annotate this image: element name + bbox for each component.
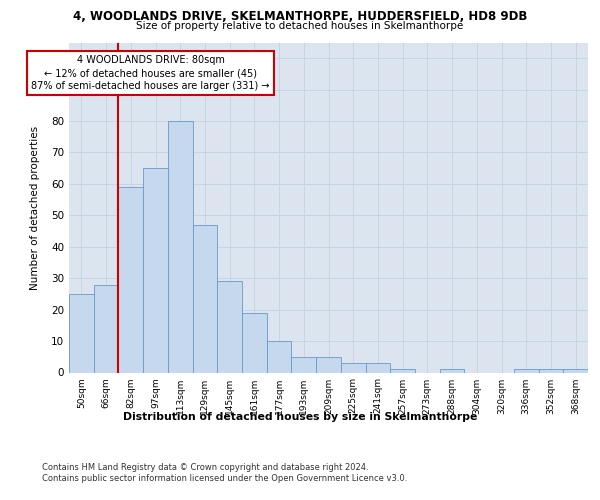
Bar <box>365 363 390 372</box>
Bar <box>563 370 588 372</box>
Bar <box>217 282 242 372</box>
Bar <box>143 168 168 372</box>
Bar <box>193 225 217 372</box>
Bar <box>118 187 143 372</box>
Text: Distribution of detached houses by size in Skelmanthorpe: Distribution of detached houses by size … <box>123 412 477 422</box>
Bar <box>94 284 118 372</box>
Y-axis label: Number of detached properties: Number of detached properties <box>31 126 40 290</box>
Bar <box>440 370 464 372</box>
Text: 4 WOODLANDS DRIVE: 80sqm
← 12% of detached houses are smaller (45)
87% of semi-d: 4 WOODLANDS DRIVE: 80sqm ← 12% of detach… <box>31 55 270 92</box>
Bar <box>390 370 415 372</box>
Bar <box>292 357 316 372</box>
Bar <box>341 363 365 372</box>
Bar <box>316 357 341 372</box>
Text: Contains public sector information licensed under the Open Government Licence v3: Contains public sector information licen… <box>42 474 407 483</box>
Text: Contains HM Land Registry data © Crown copyright and database right 2024.: Contains HM Land Registry data © Crown c… <box>42 462 368 471</box>
Bar <box>168 121 193 372</box>
Bar <box>69 294 94 372</box>
Text: Size of property relative to detached houses in Skelmanthorpe: Size of property relative to detached ho… <box>136 21 464 31</box>
Bar <box>539 370 563 372</box>
Text: 4, WOODLANDS DRIVE, SKELMANTHORPE, HUDDERSFIELD, HD8 9DB: 4, WOODLANDS DRIVE, SKELMANTHORPE, HUDDE… <box>73 10 527 23</box>
Bar <box>242 313 267 372</box>
Bar <box>514 370 539 372</box>
Bar <box>267 341 292 372</box>
